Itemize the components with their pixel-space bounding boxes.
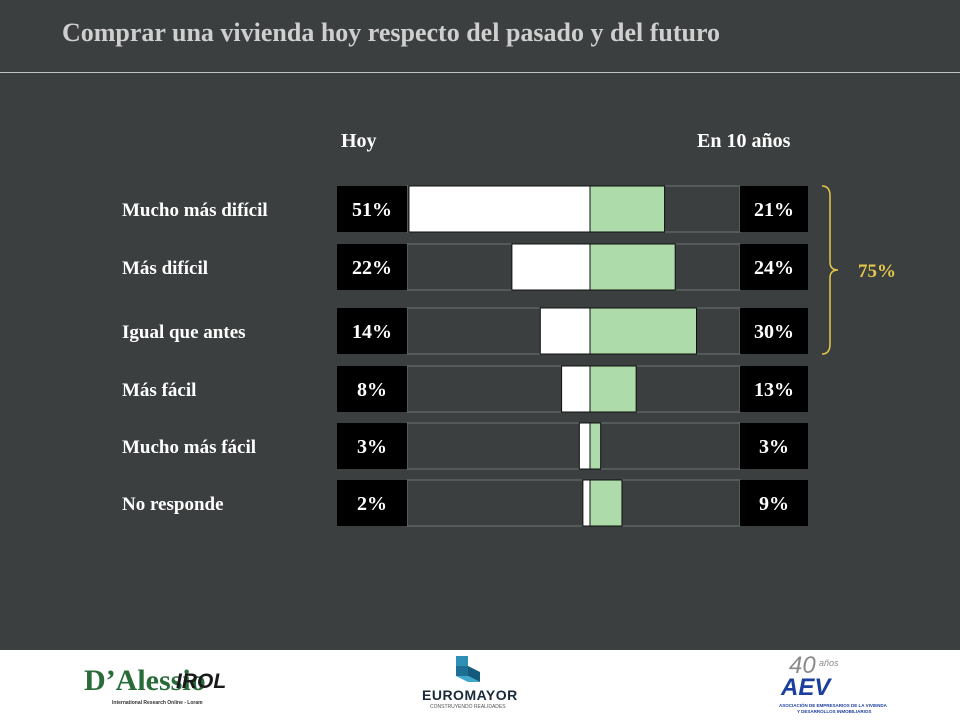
category-label: No responde [122, 494, 224, 515]
data-label-en-10-anos: 13% [754, 379, 794, 401]
bar-en-10-anos [589, 479, 623, 527]
label-box-en-10-anos [740, 308, 808, 354]
data-label-hoy: 51% [352, 199, 392, 221]
diverging-bar-chart: Mucho más difícil 51% 21% Más difícil 22% 24%… [122, 185, 896, 527]
data-label-en-10-anos: 30% [754, 321, 794, 343]
data-label-hoy: 2% [357, 493, 387, 515]
label-box-hoy [337, 366, 407, 412]
bar-hoy [582, 479, 591, 527]
column-header-en-10-anos: En 10 años [697, 130, 791, 152]
label-box-en-10-anos [740, 423, 808, 469]
data-label-en-10-anos: 9% [759, 493, 789, 515]
data-label-hoy: 3% [357, 436, 387, 458]
data-label-hoy: 8% [357, 379, 387, 401]
slide-background: Comprar una vivienda hoy respecto del pa… [0, 0, 960, 650]
bar-hoy [578, 422, 591, 470]
euromayor-cube-icon [456, 656, 480, 682]
logo-irol-brand: IROL [176, 670, 227, 693]
bar-en-10-anos [589, 185, 666, 233]
label-box-hoy [337, 186, 407, 232]
bar-hoy [539, 307, 591, 355]
data-label-en-10-anos: 3% [759, 436, 789, 458]
bar-hoy [511, 243, 591, 291]
logo-aev-40: 40 [789, 652, 816, 679]
label-box-en-10-anos [740, 480, 808, 526]
data-label-hoy: 22% [352, 257, 392, 279]
data-label-hoy: 14% [352, 321, 392, 343]
footer: D’Alessio IROL International Research On… [0, 650, 960, 720]
logo-aev-anos: años [819, 658, 839, 668]
label-box-hoy [337, 244, 407, 290]
logo-aev-main: AEV [781, 674, 831, 701]
page-title: Comprar una vivienda hoy respecto del pa… [62, 18, 721, 47]
label-box-en-10-anos [740, 366, 808, 412]
bar-hoy [561, 365, 591, 413]
category-label: Mucho más fácil [122, 437, 256, 458]
data-label-en-10-anos: 24% [754, 257, 794, 279]
category-label: Más difícil [122, 258, 208, 279]
bracket-annotation [821, 185, 839, 355]
logo-euromayor-main: EUROMAYOR [422, 687, 518, 703]
title-divider [0, 72, 960, 73]
label-box-hoy [337, 308, 407, 354]
logo-dalessio-irol: D’Alessio IROL International Research On… [84, 664, 234, 708]
bar-en-10-anos [589, 243, 676, 291]
category-label: Igual que antes [122, 322, 246, 343]
row-track [406, 479, 741, 527]
logo-aev-tagline-2: Y DESARROLLOS INMOBILIARIOS [797, 709, 872, 714]
logo-aev: 40 años AEV ASOCIACIÓN DE EMPRESARIOS DE… [775, 652, 925, 716]
logo-euromayor: EUROMAYOR CONSTRUYENDO REALIDADES [420, 654, 520, 716]
label-box-hoy [337, 423, 407, 469]
bar-en-10-anos [589, 422, 602, 470]
label-box-hoy [337, 480, 407, 526]
bar-en-10-anos [589, 365, 637, 413]
bar-en-10-anos [589, 307, 697, 355]
logo-aev-tagline-1: ASOCIACIÓN DE EMPRESARIOS DE LA VIVIENDA [779, 703, 887, 708]
logo-euromayor-tagline: CONSTRUYENDO REALIDADES [430, 704, 506, 710]
logo-dalessio-tagline: International Research Online - Loram [112, 700, 203, 706]
column-header-hoy: Hoy [341, 130, 377, 152]
category-label: Más fácil [122, 380, 196, 401]
data-label-en-10-anos: 21% [754, 199, 794, 221]
bar-hoy [408, 185, 591, 233]
logo-dalessio-main: D’Alessio [84, 664, 206, 697]
annotation-total: 75% [858, 261, 896, 282]
label-box-en-10-anos [740, 244, 808, 290]
label-box-en-10-anos [740, 186, 808, 232]
row-track [406, 422, 741, 470]
category-label: Mucho más difícil [122, 200, 268, 221]
